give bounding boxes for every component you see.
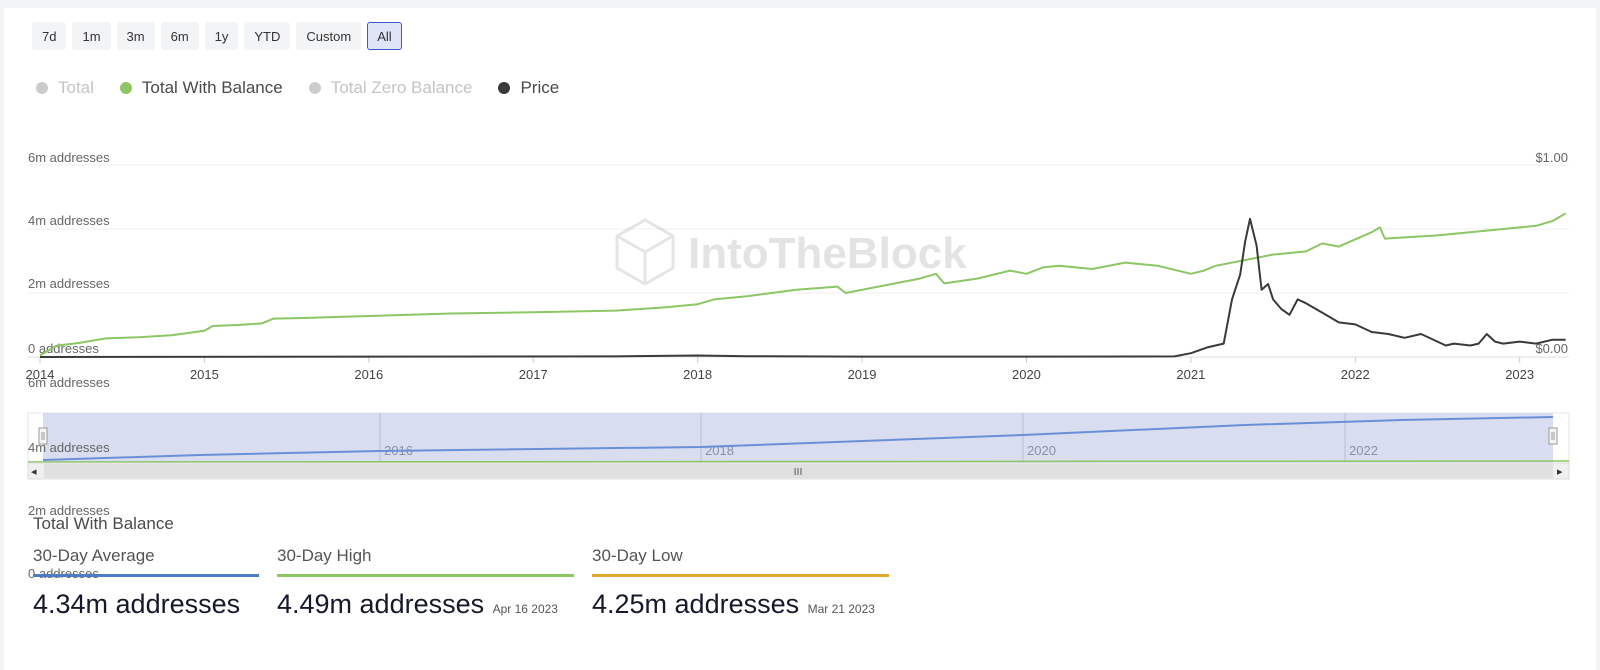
navigator-ghost-label: 6m addresses [28, 375, 110, 390]
chart-card [4, 8, 1596, 670]
x-tick-label: 2014 [26, 367, 55, 382]
stat-number: 4.25m addresses [592, 589, 800, 619]
stat-30-day-average: 30-Day Average 4.34m addresses [33, 546, 259, 620]
legend-dot-icon [36, 82, 48, 94]
legend-item-price[interactable]: Price [498, 78, 559, 98]
legend-dot-icon [498, 82, 511, 94]
stat-label: 30-Day Low [592, 546, 889, 577]
navigator-scrollbar-thumb[interactable] [44, 464, 1553, 478]
legend-item-total[interactable]: Total [36, 78, 94, 98]
navigator-year-label: 2022 [1349, 443, 1378, 458]
stats-title: Total With Balance [33, 514, 174, 533]
y-right-tick-label: $0.00 [1535, 341, 1568, 356]
legend-label: Total Zero Balance [330, 78, 473, 97]
x-tick-label: 2021 [1176, 367, 1205, 382]
stat-date: Apr 16 2023 [492, 602, 558, 616]
stat-date: Mar 21 2023 [807, 602, 875, 616]
range-3m-button[interactable]: 3m [116, 22, 155, 50]
navigator-ghost-label: 0 addresses [28, 566, 99, 581]
stat-30-day-low: 30-Day Low 4.25m addresses Mar 21 2023 [592, 546, 889, 620]
stat-30-day-high: 30-Day High 4.49m addresses Apr 16 2023 [277, 546, 574, 620]
stat-label: 30-Day Average [33, 546, 259, 577]
navigator-series-line [42, 416, 1554, 461]
legend-item-total-zero-balance[interactable]: Total Zero Balance [308, 78, 473, 98]
stat-value: 4.49m addresses Apr 16 2023 [277, 589, 574, 620]
range-1m-button[interactable]: 1m [72, 22, 111, 50]
y-left-tick-label: 0 addresses [28, 341, 99, 356]
stat-value: 4.34m addresses [33, 589, 259, 620]
navigator-ghost-label: 4m addresses [28, 440, 110, 455]
range-1y-button[interactable]: 1y [204, 22, 239, 50]
range-all-button[interactable]: All [367, 22, 402, 50]
legend-dot-icon [119, 82, 132, 94]
series-lines [39, 212, 1567, 358]
x-axis-ticks: 2014 2015 2016 2017 2018 2019 2020 2021 2022 2023 [26, 357, 1534, 382]
x-tick-label: 2019 [848, 367, 877, 382]
navigator-selection[interactable] [43, 413, 1553, 463]
cube-logo-inner [616, 234, 674, 254]
x-tick-label: 2017 [519, 367, 548, 382]
series-line-price[interactable] [39, 217, 1566, 358]
x-tick-label: 2020 [1012, 367, 1041, 382]
x-tick-label: 2023 [1505, 367, 1534, 382]
watermark: IntoTheBlock [615, 218, 967, 286]
x-tick-label: 2022 [1341, 367, 1370, 382]
legend-label: Price [520, 78, 560, 97]
chart-legend: Total Total With Balance Total Zero Bala… [36, 78, 559, 98]
y-right-tick-label: $1.00 [1535, 150, 1568, 165]
legend-dot-icon [308, 82, 321, 94]
navigator-left-handle[interactable] [38, 427, 48, 445]
legend-label: Total With Balance [141, 78, 283, 97]
scroll-left-arrow-icon[interactable]: ◂ [31, 465, 37, 478]
y-left-tick-label: 6m addresses [28, 150, 110, 165]
y-left-tick-label: 2m addresses [28, 276, 110, 291]
navigator-year-label: 2020 [1027, 443, 1056, 458]
stat-value: 4.25m addresses Mar 21 2023 [592, 589, 889, 620]
stat-number: 4.49m addresses [277, 589, 485, 619]
series-line-total-with-balance[interactable] [39, 212, 1567, 357]
range-ytd-button[interactable]: YTD [244, 22, 291, 50]
y-left-tick-label: 4m addresses [28, 213, 110, 228]
watermark-text: IntoTheBlock [688, 229, 967, 278]
navigator-ghost-label: 2m addresses [28, 503, 110, 518]
stat-label: 30-Day High [277, 546, 574, 577]
navigator[interactable]: 6m addresses 2016 2018 2020 2022 4m addr… [27, 375, 1570, 581]
x-tick-label: 2015 [190, 367, 219, 382]
legend-label: Total [58, 78, 94, 97]
cube-logo-icon [615, 218, 675, 286]
navigator-right-handle[interactable] [1548, 427, 1558, 445]
scroll-right-arrow-icon[interactable]: ▸ [1557, 465, 1563, 478]
x-tick-label: 2018 [683, 367, 712, 382]
scroll-grip-icon: III [794, 467, 803, 478]
navigator-green-line [27, 460, 1570, 463]
range-6m-button[interactable]: 6m [160, 22, 199, 50]
stat-number: 4.34m addresses [33, 589, 241, 619]
range-custom-button[interactable]: Custom [296, 22, 362, 50]
legend-item-total-with-balance[interactable]: Total With Balance [119, 78, 283, 98]
x-tick-label: 2016 [354, 367, 383, 382]
range-7d-button[interactable]: 7d [32, 22, 67, 50]
time-range-selector: 7d 1m 3m 6m 1y YTD Custom All [32, 22, 402, 50]
